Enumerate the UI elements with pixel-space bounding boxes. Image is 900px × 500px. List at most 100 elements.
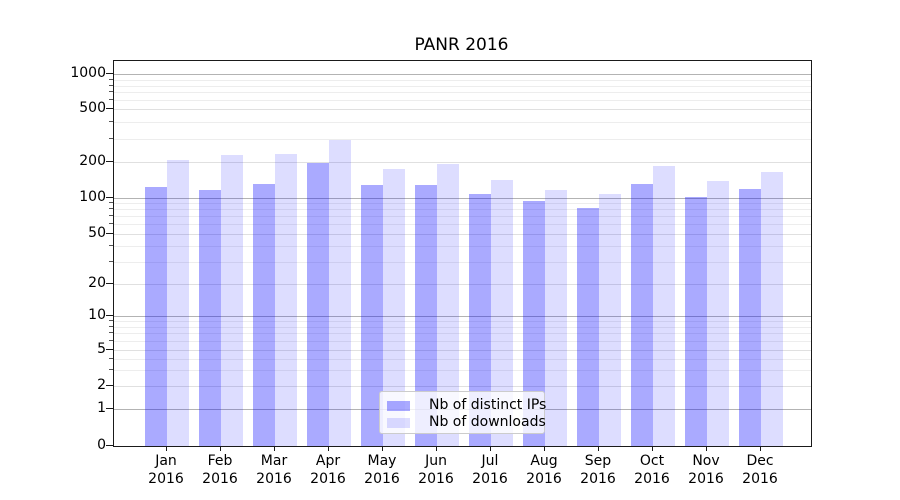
bar-aug-distinct-ips [523, 200, 545, 446]
gridline-y-1000 [114, 74, 811, 75]
x-tick-label-mar: Mar [260, 453, 288, 469]
bar-jul-distinct-ips [469, 193, 491, 446]
y-tick-mark-20 [106, 283, 113, 284]
gridline-y-500 [114, 109, 811, 110]
x-tick-mark-apr [328, 446, 329, 451]
gridline-y-900 [114, 80, 811, 81]
bar-jul-downloads [491, 180, 513, 446]
x-tick-year-apr: 2016 [310, 471, 346, 487]
x-tick-mark-nov [706, 446, 707, 451]
bar-dec-distinct-ips [739, 189, 761, 446]
x-tick-year-mar: 2016 [256, 471, 292, 487]
x-tick-year-feb: 2016 [202, 471, 238, 487]
bar-feb-downloads [221, 154, 243, 446]
x-tick-year-sep: 2016 [580, 471, 616, 487]
gridline-y-70 [114, 216, 811, 217]
x-tick-label-aug: Aug [530, 453, 558, 469]
y-tick-label-100: 100 [79, 189, 106, 205]
x-tick-label-feb: Feb [207, 453, 233, 469]
gridline-y-3 [114, 370, 811, 371]
y-minor-tick-8 [109, 326, 113, 327]
y-tick-label-500: 500 [79, 100, 106, 116]
bar-nov-downloads [707, 181, 729, 446]
x-tick-label-jul: Jul [481, 453, 499, 469]
y-minor-tick-40 [109, 245, 113, 246]
plot-area: Nb of distinct IPs Nb of downloads [113, 60, 812, 447]
bar-apr-distinct-ips [307, 162, 329, 446]
x-tick-mark-sep [598, 446, 599, 451]
y-tick-label-10: 10 [88, 307, 106, 323]
gridline-y-5 [114, 350, 811, 351]
x-tick-label-may: May [367, 453, 397, 469]
y-tick-mark-10 [106, 315, 113, 316]
y-tick-label-0: 0 [97, 437, 106, 453]
x-tick-year-nov: 2016 [688, 471, 724, 487]
y-tick-mark-2 [106, 385, 113, 386]
x-tick-mark-mar [274, 446, 275, 451]
x-tick-label-jan: Jan [155, 453, 177, 469]
y-tick-mark-500 [106, 108, 113, 109]
bar-may-downloads [383, 168, 405, 446]
y-tick-mark-200 [106, 161, 113, 162]
y-minor-tick-900 [109, 79, 113, 80]
x-tick-mark-jun [436, 446, 437, 451]
x-tick-mark-oct [652, 446, 653, 451]
x-tick-label-dec: Dec [746, 453, 774, 469]
gridline-y-2 [114, 386, 811, 387]
y-tick-label-200: 200 [79, 153, 106, 169]
gridline-y-20 [114, 284, 811, 285]
gridline-y-40 [114, 246, 811, 247]
bar-aug-downloads [545, 190, 567, 446]
bar-jun-downloads [437, 164, 459, 446]
gridline-y-800 [114, 86, 811, 87]
y-minor-tick-4 [109, 358, 113, 359]
y-minor-tick-60 [109, 223, 113, 224]
bar-apr-downloads [329, 140, 351, 446]
bar-mar-downloads [275, 154, 297, 446]
x-tick-label-sep: Sep [584, 453, 612, 469]
y-tick-label-1000: 1000 [70, 65, 106, 81]
x-tick-mark-dec [760, 446, 761, 451]
x-tick-year-jun: 2016 [418, 471, 454, 487]
legend-label-distinct-ips: Nb of distinct IPs [429, 397, 547, 413]
gridline-y-90 [114, 203, 811, 204]
y-tick-mark-5 [106, 349, 113, 350]
y-tick-label-1: 1 [97, 400, 106, 416]
gridline-y-200 [114, 162, 811, 163]
x-tick-year-dec: 2016 [742, 471, 778, 487]
x-tick-mark-may [382, 446, 383, 451]
bar-jan-downloads [167, 160, 189, 446]
gridline-y-400 [114, 122, 811, 123]
x-tick-mark-jul [490, 446, 491, 451]
gridline-y-80 [114, 209, 811, 210]
y-tick-mark-100 [106, 197, 113, 198]
gridline-y-100 [114, 198, 811, 199]
legend-swatch-downloads [387, 417, 410, 428]
bar-mar-distinct-ips [253, 184, 275, 446]
gridline-y-7 [114, 333, 811, 334]
gridline-y-300 [114, 139, 811, 140]
y-minor-tick-70 [109, 215, 113, 216]
y-minor-tick-7 [109, 332, 113, 333]
bar-jun-distinct-ips [415, 185, 437, 446]
gridlines-layer [114, 61, 811, 446]
bars-layer [114, 61, 811, 446]
x-tick-mark-jan [166, 446, 167, 451]
y-minor-tick-800 [109, 85, 113, 86]
legend-item-distinct-ips: Nb of distinct IPs [387, 397, 546, 414]
y-minor-tick-6 [109, 340, 113, 341]
gridline-y-4 [114, 359, 811, 360]
y-tick-label-2: 2 [97, 377, 106, 393]
gridline-y-10 [114, 316, 811, 317]
gridline-y-9 [114, 321, 811, 322]
y-minor-tick-80 [109, 208, 113, 209]
legend-label-downloads: Nb of downloads [429, 414, 546, 430]
x-tick-year-jul: 2016 [472, 471, 508, 487]
legend-swatch-distinct-ips [387, 400, 410, 411]
gridline-y-8 [114, 327, 811, 328]
y-tick-label-5: 5 [97, 341, 106, 357]
y-minor-tick-600 [109, 99, 113, 100]
y-minor-tick-30 [109, 261, 113, 262]
gridline-y-50 [114, 234, 811, 235]
